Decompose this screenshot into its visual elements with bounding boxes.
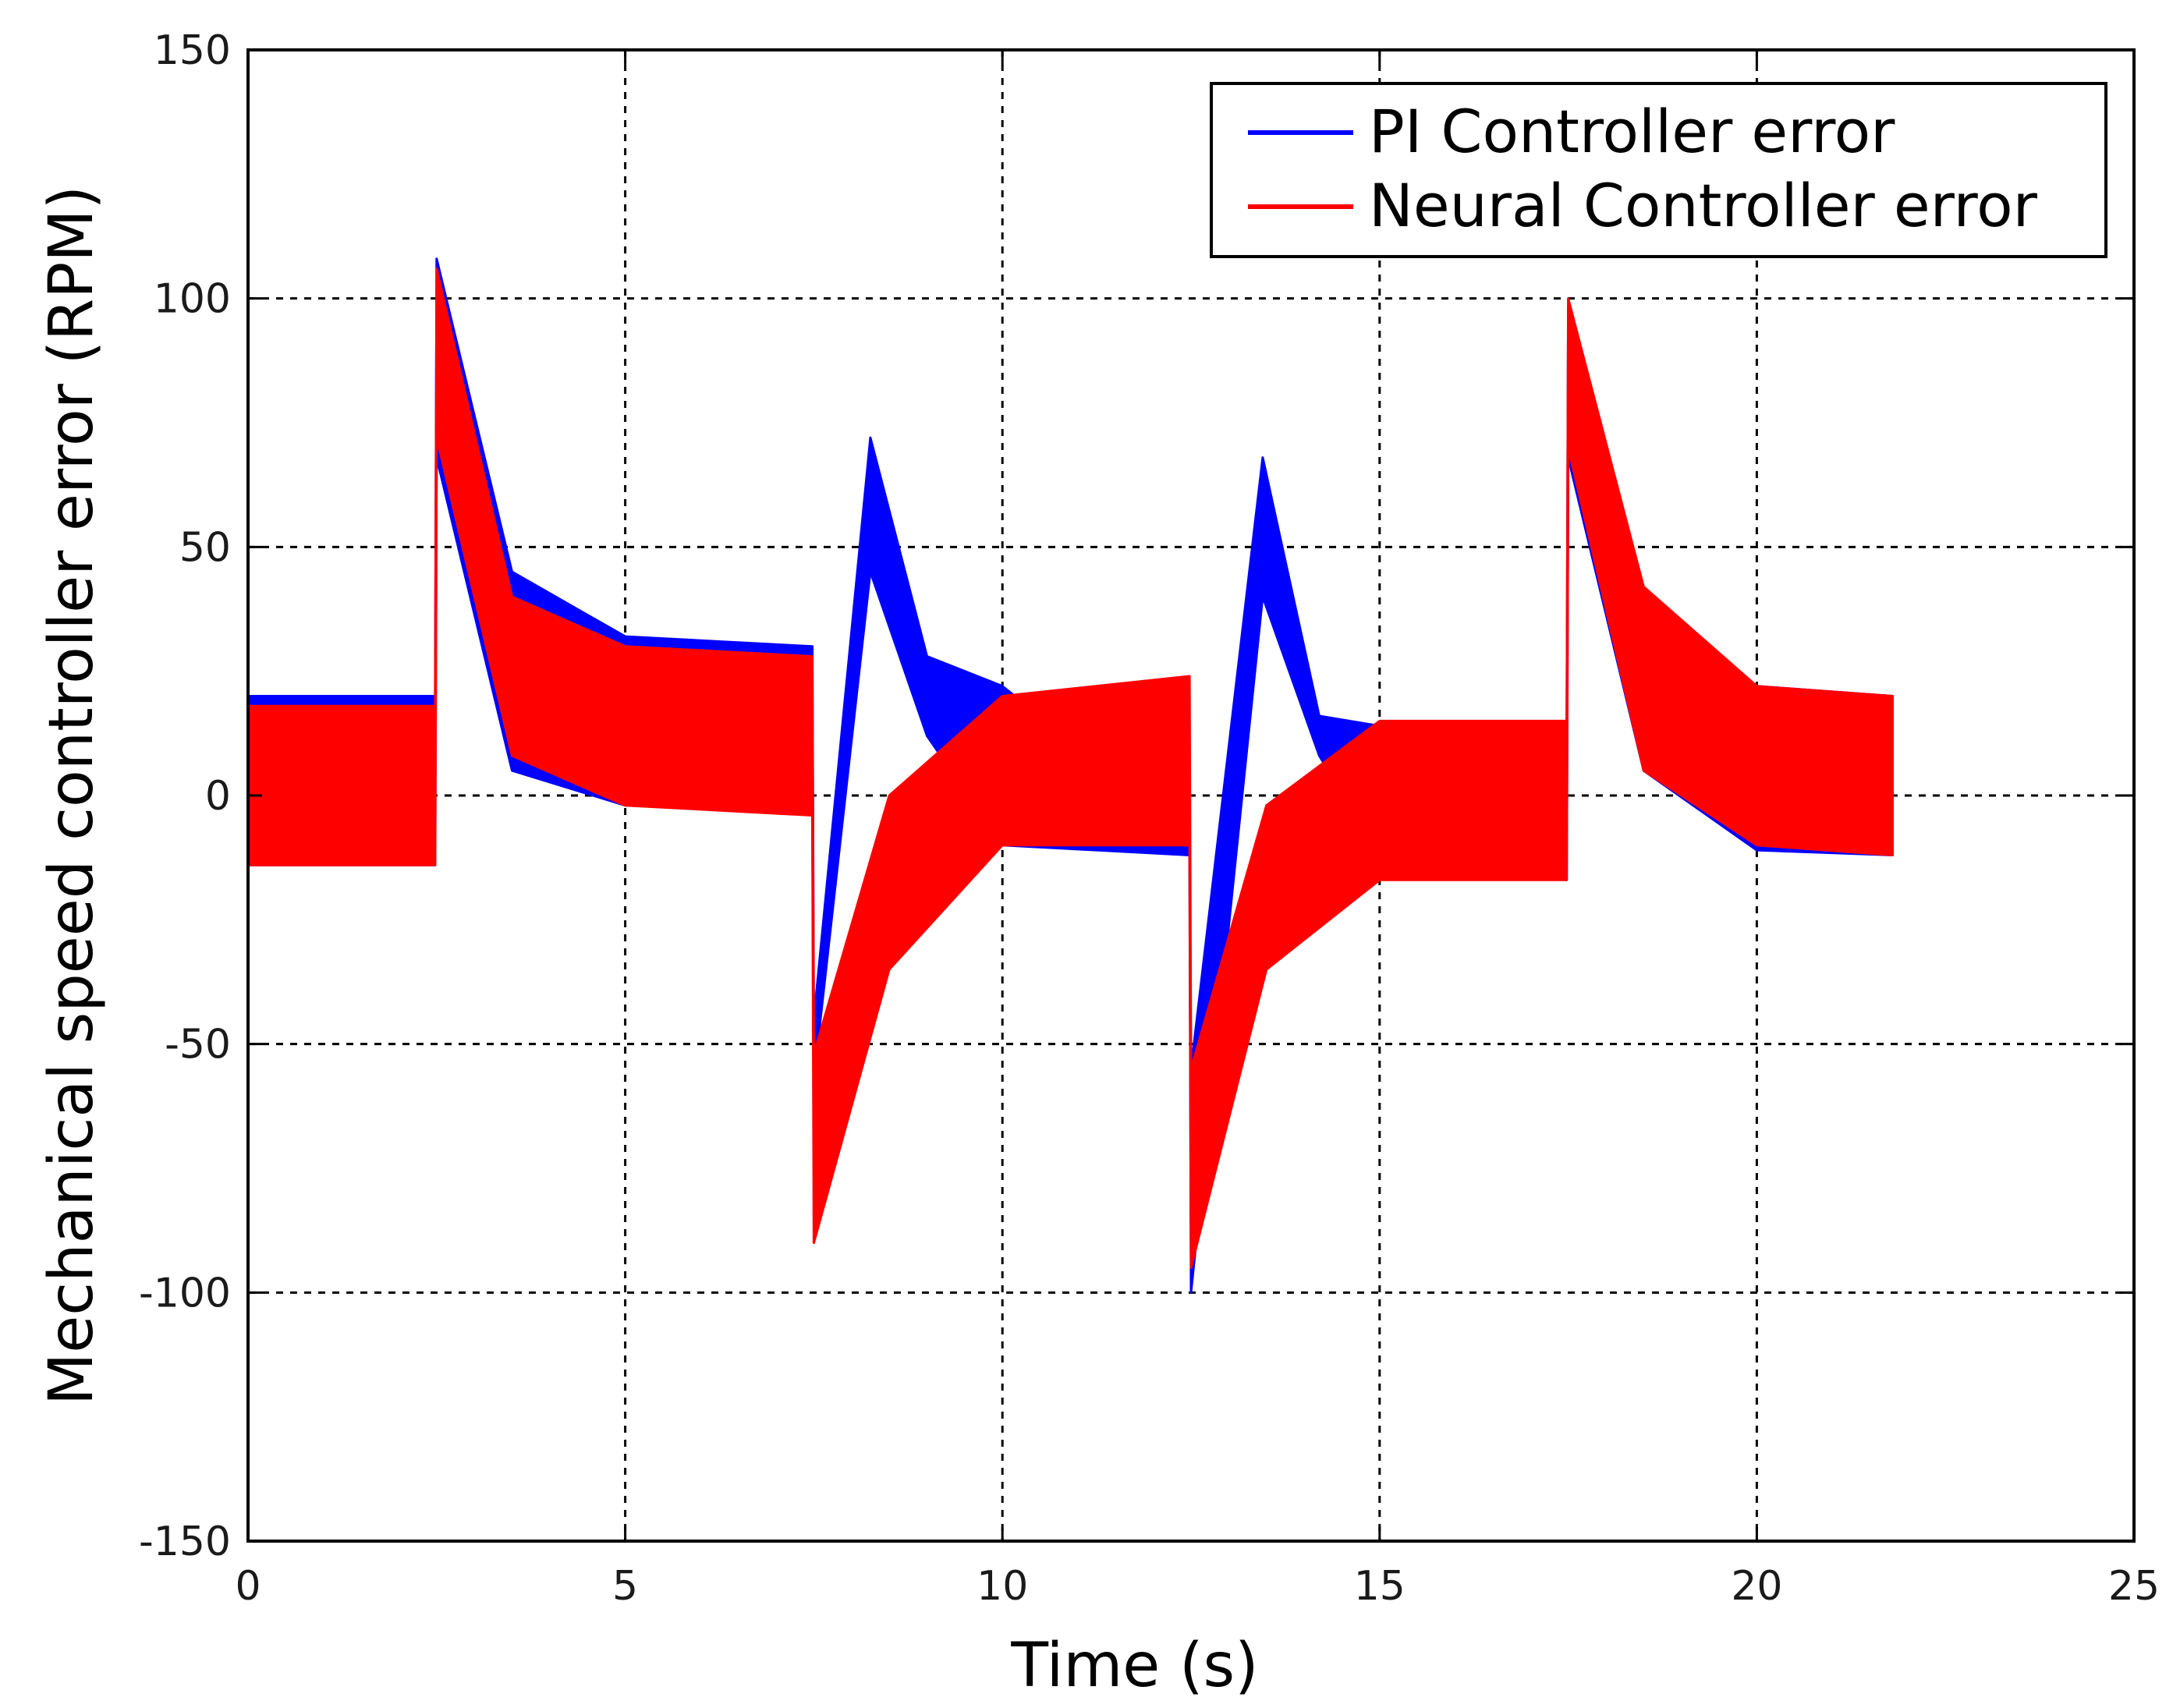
x-tick-label: 10 [977, 1563, 1028, 1610]
y-tick-label: -150 [139, 1518, 231, 1565]
y-tick-label: -100 [139, 1270, 231, 1316]
y-axis-title: Mechanical speed controller error (RPM) [37, 186, 107, 1405]
x-axis-title: Time (s) [1010, 1631, 1258, 1701]
legend-label-neural: Neural Controller error [1369, 171, 2038, 240]
series-layer [246, 257, 1894, 1294]
y-tick-label: 50 [179, 524, 231, 571]
y-tick-labels: -150 -100 -50 0 50 100 150 [139, 27, 231, 1565]
y-tick-label: 100 [154, 276, 231, 323]
x-tick-labels: 0 5 10 15 20 25 [235, 1563, 2160, 1610]
y-tick-label: 0 [205, 773, 231, 820]
x-tick-label: 0 [235, 1563, 261, 1610]
legend-box [1210, 82, 2107, 258]
legend: PI Controller error Neural Controller er… [1210, 82, 2107, 258]
legend-label-pi: PI Controller error [1369, 97, 1895, 166]
y-tick-label: 150 [154, 27, 231, 74]
x-tick-label: 25 [2108, 1563, 2160, 1610]
ticks [246, 48, 2136, 1543]
x-tick-label: 15 [1354, 1563, 1406, 1610]
x-tick-label: 20 [1731, 1563, 1782, 1610]
y-tick-label: -50 [165, 1022, 231, 1068]
x-tick-label: 5 [612, 1563, 638, 1610]
